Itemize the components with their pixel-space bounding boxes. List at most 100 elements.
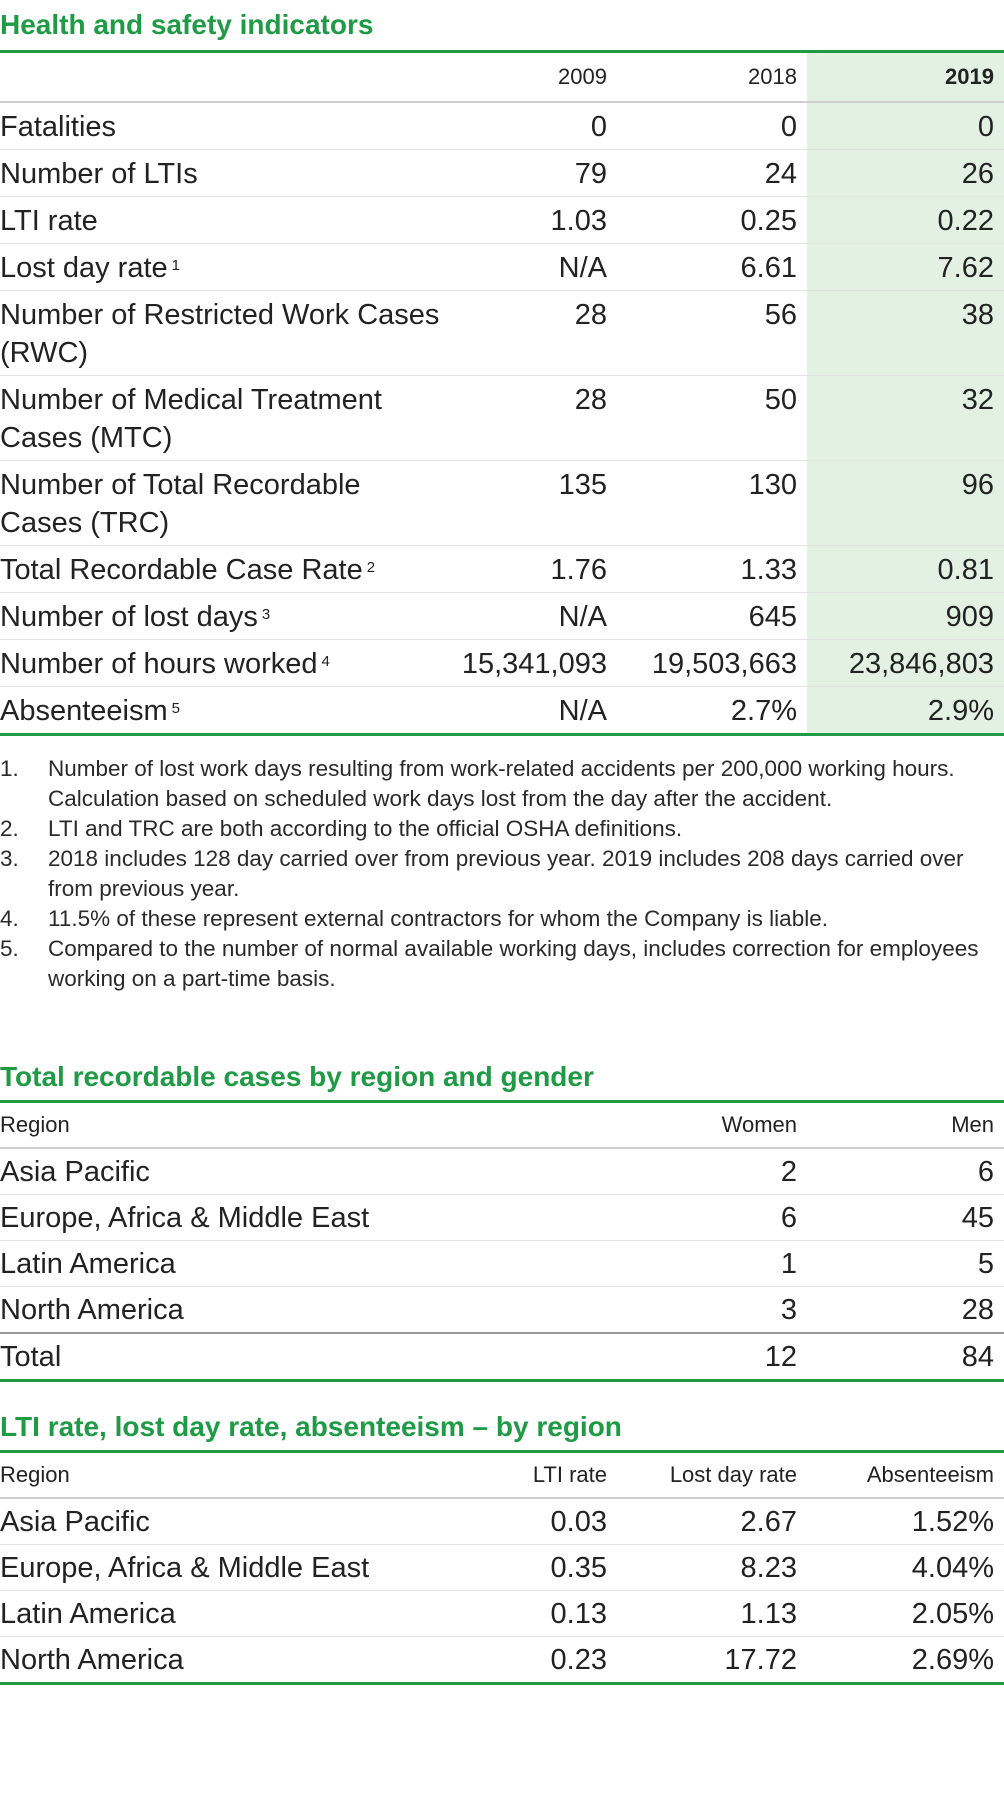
table-row: Europe, Africa & Middle East 0.35 8.23 4.04… (0, 1544, 1004, 1591)
total-row: Total 12 84 (0, 1332, 1004, 1382)
row-label: Lost day rate 1 (0, 243, 442, 291)
cell-2009: N/A (442, 592, 617, 640)
footnote-item: 2. LTI and TRC are both according to the … (0, 814, 1004, 844)
table-row: Lost day rate 1 N/A 6.61 7.62 (0, 243, 1004, 291)
cell-region: North America (0, 1286, 617, 1334)
cell-2019: 32 (807, 375, 1004, 461)
table-row: North America 0.23 17.72 2.69% (0, 1636, 1004, 1685)
row-label-text: Total Recordable Case Rate (0, 554, 363, 586)
header-absenteeism: Absenteeism (807, 1450, 1004, 1499)
footnote-ref: 5 (171, 700, 180, 717)
cell-women: 12 (617, 1332, 807, 1382)
cell-region: Europe, Africa & Middle East (0, 1194, 617, 1241)
cell-region: Europe, Africa & Middle East (0, 1544, 442, 1591)
table-header-row: Region LTI rate Lost day rate Absenteeis… (0, 1450, 1004, 1499)
cell-2019: 26 (807, 149, 1004, 197)
row-label-text: Absenteeism (0, 695, 168, 727)
row-label-text: LTI rate (0, 205, 98, 237)
footnote-ref: 1 (171, 257, 180, 274)
cell-2019: 2.9% (807, 686, 1004, 736)
footnote-text: Number of lost work days resulting from … (48, 756, 955, 811)
table-header-row: 2009 2018 2019 (0, 50, 1004, 103)
footnote-text: 11.5% of these represent external contra… (48, 906, 828, 931)
header-women: Women (617, 1100, 807, 1149)
cell-lost-day-rate: 2.67 (617, 1498, 807, 1545)
cell-region: Latin America (0, 1240, 617, 1287)
cell-2009: 0 (442, 102, 617, 150)
table-row: Number of Restricted Work Cases (RWC) 28 5… (0, 290, 1004, 376)
document-page: Health and safety indicators 2009 2018 2… (0, 9, 1004, 1685)
header-lti-rate: LTI rate (442, 1450, 617, 1499)
cell-men: 5 (807, 1240, 1004, 1287)
table-row: Absenteeism 5 N/A 2.7% 2.9% (0, 686, 1004, 736)
row-label-text: Number of hours worked (0, 648, 318, 680)
row-label: Number of Medical Treatment Cases (MTC) (0, 375, 442, 461)
cell-2018: 56 (617, 290, 807, 376)
cell-men: 84 (807, 1332, 1004, 1382)
cell-region: Asia Pacific (0, 1498, 442, 1545)
table-row: Number of hours worked 4 15,341,093 19,503,… (0, 639, 1004, 687)
row-label-text: Number of Restricted Work Cases (RWC) (0, 299, 440, 369)
cell-2019: 7.62 (807, 243, 1004, 291)
row-label: Number of lost days 3 (0, 592, 442, 640)
header-blank (0, 50, 442, 103)
cell-2018: 2.7% (617, 686, 807, 736)
footnote-ref: 3 (261, 606, 271, 623)
cell-2018: 50 (617, 375, 807, 461)
table-row: Asia Pacific 2 6 (0, 1148, 1004, 1195)
cell-2018: 6.61 (617, 243, 807, 291)
table-row: Europe, Africa & Middle East 6 45 (0, 1194, 1004, 1241)
cell-2009: 28 (442, 375, 617, 461)
row-label-text: Fatalities (0, 111, 117, 143)
cell-2018: 19,503,663 (617, 639, 807, 687)
cell-2018: 0 (617, 102, 807, 150)
table-row: Latin America 0.13 1.13 2.05% (0, 1590, 1004, 1637)
footnote-number: 5. (0, 936, 19, 961)
cell-2019: 0.22 (807, 196, 1004, 244)
table-header-row: Region Women Men (0, 1100, 1004, 1149)
cell-women: 1 (617, 1240, 807, 1287)
table-row: Number of LTIs 79 24 26 (0, 149, 1004, 197)
row-label-text: Number of Total Recordable Cases (TRC) (0, 469, 361, 539)
footnote-number: 2. (0, 816, 19, 841)
row-label: Fatalities (0, 102, 442, 150)
footnote-item: 5. Compared to the number of normal avail… (0, 934, 1004, 994)
footnote-item: 3. 2018 includes 128 day carried over fro… (0, 844, 1004, 904)
table-row: Fatalities 0 0 0 (0, 102, 1004, 150)
row-label: Total Recordable Case Rate 2 (0, 545, 442, 593)
cell-2019: 38 (807, 290, 1004, 376)
cell-absenteeism: 2.69% (807, 1636, 1004, 1685)
cell-2009: 28 (442, 290, 617, 376)
lti-region-title: LTI rate, lost day rate, absenteeism – b… (0, 1411, 622, 1442)
row-label: Number of LTIs (0, 149, 442, 197)
table-row: Total Recordable Case Rate 2 1.76 1.33 0.81 (0, 545, 1004, 593)
cell-region: North America (0, 1636, 442, 1685)
footnote-number: 1. (0, 756, 19, 781)
cell-2019: 909 (807, 592, 1004, 640)
table-row: Asia Pacific 0.03 2.67 1.52% (0, 1498, 1004, 1545)
cell-men: 6 (807, 1148, 1004, 1195)
cell-women: 2 (617, 1148, 807, 1195)
footnote-ref: 4 (321, 653, 330, 670)
cell-2009: 135 (442, 460, 617, 546)
row-label-text: Number of lost days (0, 601, 258, 633)
cell-lost-day-rate: 8.23 (617, 1544, 807, 1591)
cell-2018: 645 (617, 592, 807, 640)
footnote-text: 2018 includes 128 day carried over from … (48, 846, 964, 901)
cell-2018: 130 (617, 460, 807, 546)
footnote-text: Compared to the number of normal availab… (48, 936, 979, 991)
cell-2009: N/A (442, 686, 617, 736)
table-row: North America 3 28 (0, 1286, 1004, 1334)
cell-region: Asia Pacific (0, 1148, 617, 1195)
lti-region-table: Region LTI rate Lost day rate Absenteeis… (0, 1450, 1004, 1685)
cell-women: 6 (617, 1194, 807, 1241)
footnote-number: 3. (0, 846, 19, 871)
row-label: LTI rate (0, 196, 442, 244)
cell-2009: 1.03 (442, 196, 617, 244)
header-year-2019: 2019 (807, 50, 1004, 103)
table-row: Number of lost days 3 N/A 645 909 (0, 592, 1004, 640)
cell-lti-rate: 0.23 (442, 1636, 617, 1685)
cell-men: 28 (807, 1286, 1004, 1334)
cell-2019: 0.81 (807, 545, 1004, 593)
cell-2018: 0.25 (617, 196, 807, 244)
